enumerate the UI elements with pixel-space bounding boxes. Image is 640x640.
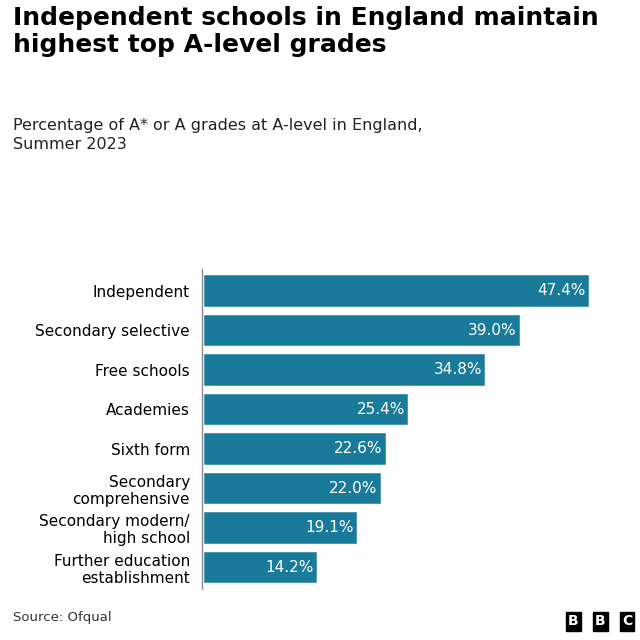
Text: B: B: [595, 614, 605, 628]
Text: 22.6%: 22.6%: [334, 441, 383, 456]
Text: 47.4%: 47.4%: [537, 283, 586, 298]
Bar: [202, 470, 381, 506]
Text: 25.4%: 25.4%: [357, 401, 405, 417]
Text: Source: Ofqual: Source: Ofqual: [13, 611, 111, 624]
Bar: [202, 273, 589, 308]
Text: C: C: [622, 614, 632, 628]
Bar: [202, 510, 358, 545]
Text: B: B: [568, 614, 579, 628]
Text: 34.8%: 34.8%: [434, 362, 483, 377]
Text: 22.0%: 22.0%: [329, 481, 378, 495]
Bar: [202, 313, 521, 348]
Bar: [202, 392, 410, 426]
Bar: [202, 352, 486, 387]
Bar: [202, 431, 387, 466]
Text: 14.2%: 14.2%: [266, 559, 314, 575]
Text: 39.0%: 39.0%: [468, 323, 516, 337]
Bar: [202, 550, 318, 584]
Text: 19.1%: 19.1%: [305, 520, 354, 535]
Text: Percentage of A* or A grades at A-level in England,
Summer 2023: Percentage of A* or A grades at A-level …: [13, 118, 422, 152]
Text: Independent schools in England maintain
highest top A-level grades: Independent schools in England maintain …: [13, 6, 598, 57]
